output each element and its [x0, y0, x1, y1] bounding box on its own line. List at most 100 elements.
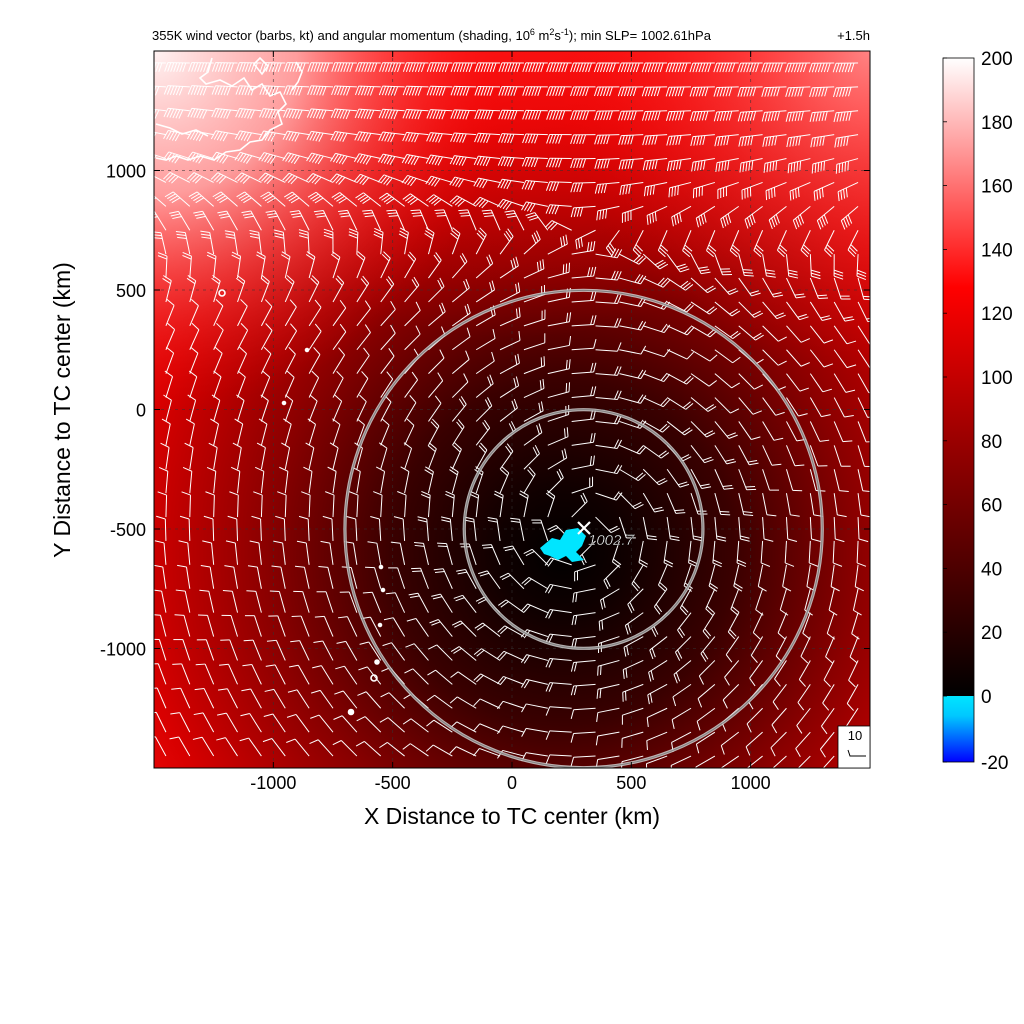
wind-barb-staff [619, 397, 641, 404]
wind-barb-feather [755, 244, 764, 252]
wind-barb-feather [700, 483, 710, 487]
wind-barb-feather [799, 160, 802, 171]
wind-barb [474, 132, 501, 144]
wind-barb [750, 636, 764, 663]
wind-barb-staff [547, 457, 567, 470]
wind-barb-feather [420, 493, 431, 499]
wind-barb-feather [669, 535, 680, 539]
wind-barb-feather [154, 86, 160, 96]
wind-barb-feather [523, 604, 531, 613]
wind-barb-feather [645, 160, 649, 170]
wind-barb-feather [692, 111, 697, 121]
wind-barb-feather [758, 585, 767, 592]
wind-barb-staff [837, 181, 859, 193]
wind-barb [570, 181, 596, 193]
wind-barb-feather [706, 306, 715, 313]
wind-barb-feather [190, 346, 199, 354]
wind-barb-feather [437, 156, 443, 166]
wind-barb-feather [194, 687, 205, 691]
wind-barb-feather [570, 207, 575, 218]
wind-barb-feather [216, 131, 223, 141]
wind-barb-staff [454, 132, 477, 136]
wind-barb-feather [306, 173, 314, 181]
wind-barb-feather [315, 212, 325, 215]
wind-barb-feather [525, 62, 530, 73]
wind-barb-feather [530, 157, 536, 167]
wind-barb-feather [404, 195, 414, 202]
wind-barb [290, 640, 310, 661]
wind-barb-feather [654, 159, 658, 170]
wind-barb [269, 590, 286, 613]
wind-barb [158, 467, 169, 494]
wind-barb-feather [613, 464, 620, 474]
wind-barb [757, 564, 767, 592]
wind-barb [522, 62, 548, 73]
wind-barb-feather [337, 62, 342, 72]
wind-barb [696, 707, 716, 731]
wind-barb [404, 276, 420, 303]
wind-barb [450, 109, 477, 120]
wind-barb-feather [458, 178, 465, 188]
wind-barb-staff [690, 397, 709, 412]
wind-barb-feather [847, 249, 856, 257]
wind-barb-feather [784, 63, 789, 73]
wind-barb [621, 731, 644, 748]
wind-barb-feather [474, 62, 479, 73]
wind-barb-staff [355, 518, 358, 541]
wind-barb-feather [290, 323, 297, 332]
wind-barb-feather [401, 154, 408, 164]
wind-barb-feather [649, 649, 654, 660]
wind-barb-feather [263, 713, 274, 718]
wind-barb [362, 591, 382, 613]
wind-barb-staff [705, 588, 716, 609]
wind-barb-feather [349, 491, 359, 496]
wind-barb-feather [534, 62, 539, 73]
wind-barb [308, 370, 320, 398]
wind-barb [356, 371, 369, 398]
wind-barb-feather [528, 86, 533, 96]
wind-barb [165, 298, 175, 327]
wind-barb-staff [645, 134, 668, 137]
wind-barb-staff [513, 210, 525, 231]
wind-barb-feather [414, 542, 424, 544]
wind-barb-staff [547, 296, 570, 303]
wind-barb [523, 259, 545, 279]
wind-barb [698, 660, 716, 685]
wind-barb-feather [842, 87, 846, 97]
wind-barb-staff [772, 684, 787, 703]
wind-barb-feather [474, 622, 483, 629]
wind-barb [641, 62, 668, 73]
wind-barb-staff [356, 308, 371, 327]
wind-barb-feather [519, 493, 528, 499]
wind-barb-feather [240, 323, 248, 331]
wind-barb-feather [330, 131, 336, 141]
wind-barb-staff [499, 495, 504, 518]
wind-barb-feather [417, 62, 422, 73]
wind-barb [642, 253, 669, 270]
wind-barb-feather [202, 86, 208, 96]
wind-barb [383, 617, 406, 637]
wind-barb-staff [765, 181, 787, 192]
wind-barb-staff [356, 355, 370, 374]
wind-barb-staff [746, 755, 763, 768]
wind-barb [666, 277, 694, 291]
wind-barb-feather [170, 213, 181, 217]
wind-barb-feather [282, 108, 288, 118]
wind-barb-staff [772, 755, 787, 768]
wind-barb [329, 173, 358, 185]
wind-barb-feather [594, 110, 598, 121]
wind-barb [406, 617, 429, 637]
wind-barb-feather [764, 112, 769, 122]
wind-barb-feather [355, 740, 365, 747]
wind-barb-feather [479, 179, 485, 188]
wind-barb-feather [613, 491, 620, 500]
wind-barb-staff [183, 615, 191, 637]
wind-barb-feather [779, 62, 783, 73]
wind-barb-feather [773, 437, 784, 441]
wind-barb-feather [579, 110, 584, 120]
wind-barb-staff [284, 471, 289, 494]
wind-barb-feather [387, 86, 393, 96]
wind-barb-staff [523, 453, 540, 470]
wind-barb [154, 108, 166, 119]
wind-barb-feather [338, 155, 345, 164]
